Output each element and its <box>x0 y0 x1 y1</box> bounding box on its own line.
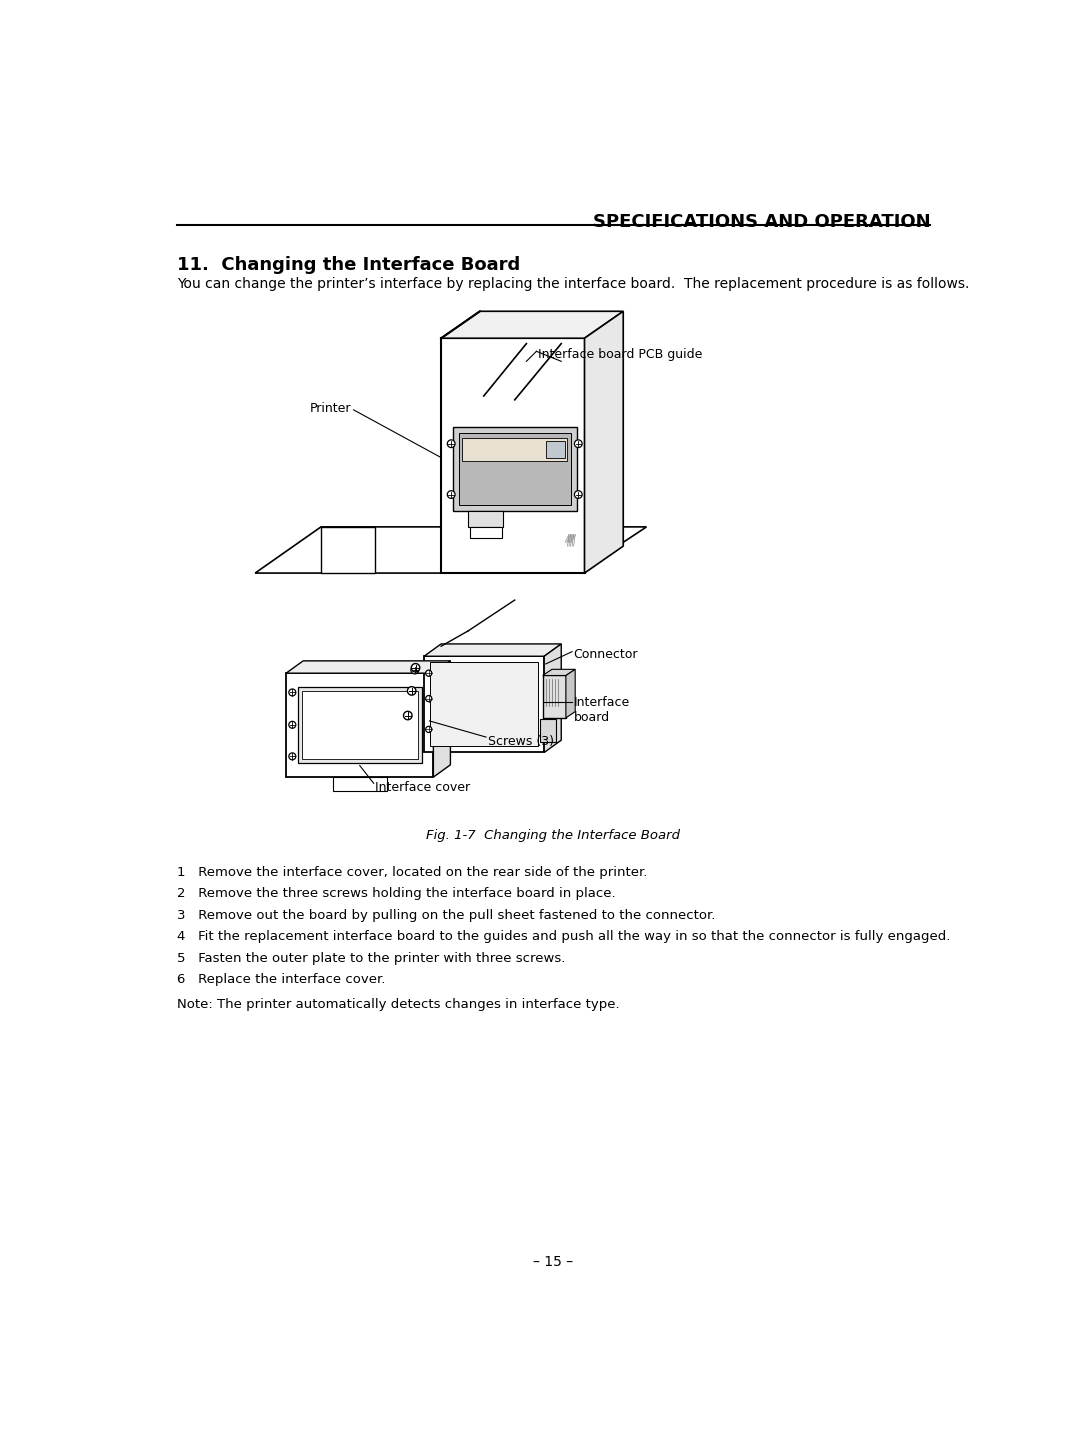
Text: You can change the printer’s interface by replacing the interface board.  The re: You can change the printer’s interface b… <box>177 278 969 292</box>
Polygon shape <box>584 311 623 573</box>
Polygon shape <box>470 527 501 538</box>
Text: SPECIFICATIONS AND OPERATION: SPECIFICATIONS AND OPERATION <box>593 213 930 230</box>
Polygon shape <box>433 661 450 777</box>
Text: 4   Fit the replacement interface board to the guides and push all the way in so: 4 Fit the replacement interface board to… <box>177 931 950 944</box>
Circle shape <box>288 721 296 728</box>
Circle shape <box>447 440 455 448</box>
Circle shape <box>447 491 455 498</box>
Text: 6   Replace the interface cover.: 6 Replace the interface cover. <box>177 973 386 987</box>
Circle shape <box>411 663 420 672</box>
Text: – 15 –: – 15 – <box>534 1255 573 1269</box>
Text: Note: The printer automatically detects changes in interface type.: Note: The printer automatically detects … <box>177 999 620 1012</box>
Circle shape <box>410 666 419 673</box>
Polygon shape <box>441 311 623 338</box>
Text: Interface board PCB guide: Interface board PCB guide <box>538 348 702 361</box>
Polygon shape <box>462 439 567 462</box>
Text: Interface cover: Interface cover <box>375 781 471 794</box>
Text: Printer: Printer <box>309 401 351 414</box>
Text: 1   Remove the interface cover, located on the rear side of the printer.: 1 Remove the interface cover, located on… <box>177 866 647 879</box>
Circle shape <box>426 727 432 732</box>
Polygon shape <box>540 720 556 743</box>
Circle shape <box>426 671 432 676</box>
Text: 2   Remove the three screws holding the interface board in place.: 2 Remove the three screws holding the in… <box>177 888 616 901</box>
Text: Interface
board: Interface board <box>573 696 630 724</box>
Text: Screws (3): Screws (3) <box>488 735 554 748</box>
Circle shape <box>575 440 582 448</box>
Text: 11.  Changing the Interface Board: 11. Changing the Interface Board <box>177 256 521 273</box>
Polygon shape <box>453 427 577 511</box>
Circle shape <box>575 491 582 498</box>
Polygon shape <box>255 527 647 573</box>
Polygon shape <box>545 440 565 458</box>
Polygon shape <box>459 433 570 505</box>
Polygon shape <box>542 669 576 675</box>
Circle shape <box>288 689 296 696</box>
Text: Connector: Connector <box>573 648 638 661</box>
Text: 3   Remove out the board by pulling on the pull sheet fastened to the connector.: 3 Remove out the board by pulling on the… <box>177 909 715 922</box>
Polygon shape <box>301 691 418 760</box>
Polygon shape <box>286 673 433 777</box>
Polygon shape <box>424 656 544 753</box>
Polygon shape <box>430 662 538 747</box>
Circle shape <box>426 695 432 702</box>
Polygon shape <box>542 675 566 718</box>
Circle shape <box>404 711 413 720</box>
Polygon shape <box>333 777 387 791</box>
Polygon shape <box>566 669 576 718</box>
Polygon shape <box>469 511 503 527</box>
Polygon shape <box>298 686 422 763</box>
Text: Fig. 1-7  Changing the Interface Board: Fig. 1-7 Changing the Interface Board <box>427 829 680 842</box>
Circle shape <box>407 686 416 695</box>
Circle shape <box>288 753 296 760</box>
Polygon shape <box>321 527 375 573</box>
Polygon shape <box>441 338 584 573</box>
Polygon shape <box>544 643 562 753</box>
Text: 5   Fasten the outer plate to the printer with three screws.: 5 Fasten the outer plate to the printer … <box>177 953 565 966</box>
Polygon shape <box>424 643 562 656</box>
Polygon shape <box>286 661 450 673</box>
